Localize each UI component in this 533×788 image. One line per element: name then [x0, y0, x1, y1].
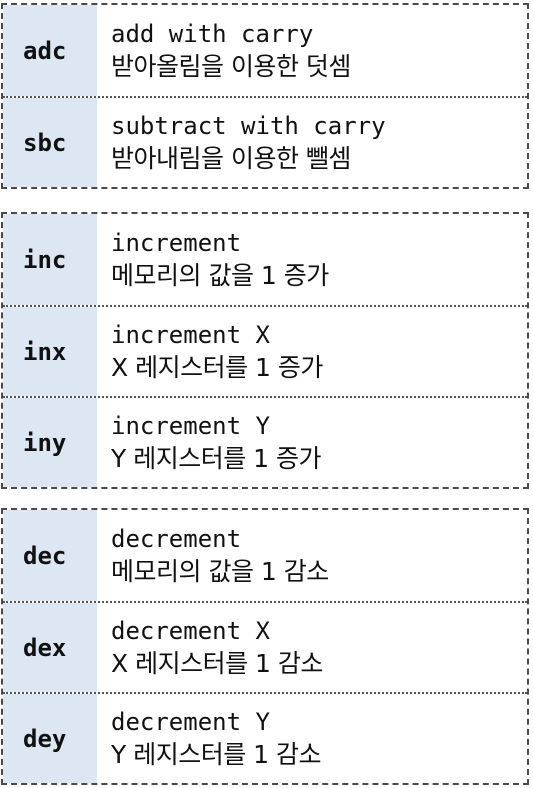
- instruction-group-decrement: dec decrement 메모리의 값을 1 감소 dex decrement…: [1, 508, 529, 785]
- instruction-group-increment: inc increment 메모리의 값을 1 증가 inx increment…: [1, 212, 529, 489]
- description: decrement 메모리의 값을 1 감소: [97, 510, 527, 601]
- description: decrement X X 레지스터를 1 감소: [97, 603, 527, 692]
- korean-description: 받아올림을 이용한 덧셈: [111, 51, 351, 81]
- description: subtract with carry 받아내림을 이용한 뺄셈: [97, 98, 527, 187]
- english-description: increment Y: [111, 411, 270, 440]
- instruction-group-carry: adc add with carry 받아올림을 이용한 덧셈 sbc subt…: [1, 3, 529, 189]
- description: increment X X 레지스터를 1 증가: [97, 307, 527, 396]
- mnemonic: dex: [3, 603, 97, 692]
- mnemonic: dec: [3, 510, 97, 601]
- english-description: subtract with carry: [111, 111, 386, 140]
- description: increment 메모리의 값을 1 증가: [97, 214, 527, 305]
- korean-description: 메모리의 값을 1 증가: [111, 260, 329, 290]
- korean-description: 메모리의 값을 1 감소: [111, 556, 329, 586]
- korean-description: 받아내림을 이용한 뺄셈: [111, 143, 351, 173]
- mnemonic: dey: [3, 694, 97, 783]
- english-description: add with carry: [111, 19, 314, 48]
- korean-description: X 레지스터를 1 증가: [111, 352, 323, 382]
- description: add with carry 받아올림을 이용한 덧셈: [97, 5, 527, 96]
- instruction-row-sbc: sbc subtract with carry 받아내림을 이용한 뺄셈: [3, 96, 527, 187]
- instruction-row-dec: dec decrement 메모리의 값을 1 감소: [3, 510, 527, 601]
- instruction-row-inc: inc increment 메모리의 값을 1 증가: [3, 214, 527, 305]
- mnemonic: sbc: [3, 98, 97, 187]
- description: decrement Y Y 레지스터를 1 감소: [97, 694, 527, 783]
- english-description: decrement X: [111, 616, 270, 645]
- korean-description: Y 레지스터를 1 감소: [111, 739, 322, 769]
- mnemonic: iny: [3, 398, 97, 487]
- instruction-row-inx: inx increment X X 레지스터를 1 증가: [3, 305, 527, 396]
- mnemonic: adc: [3, 5, 97, 96]
- korean-description: X 레지스터를 1 감소: [111, 648, 323, 678]
- english-description: increment: [111, 228, 242, 257]
- mnemonic: inc: [3, 214, 97, 305]
- english-description: decrement: [111, 524, 242, 553]
- instruction-row-iny: iny increment Y Y 레지스터를 1 증가: [3, 396, 527, 487]
- description: increment Y Y 레지스터를 1 증가: [97, 398, 527, 487]
- korean-description: Y 레지스터를 1 증가: [111, 443, 322, 473]
- mnemonic: inx: [3, 307, 97, 396]
- instruction-row-dey: dey decrement Y Y 레지스터를 1 감소: [3, 692, 527, 783]
- english-description: increment X: [111, 320, 270, 349]
- instruction-row-adc: adc add with carry 받아올림을 이용한 덧셈: [3, 5, 527, 96]
- english-description: decrement Y: [111, 707, 270, 736]
- instruction-row-dex: dex decrement X X 레지스터를 1 감소: [3, 601, 527, 692]
